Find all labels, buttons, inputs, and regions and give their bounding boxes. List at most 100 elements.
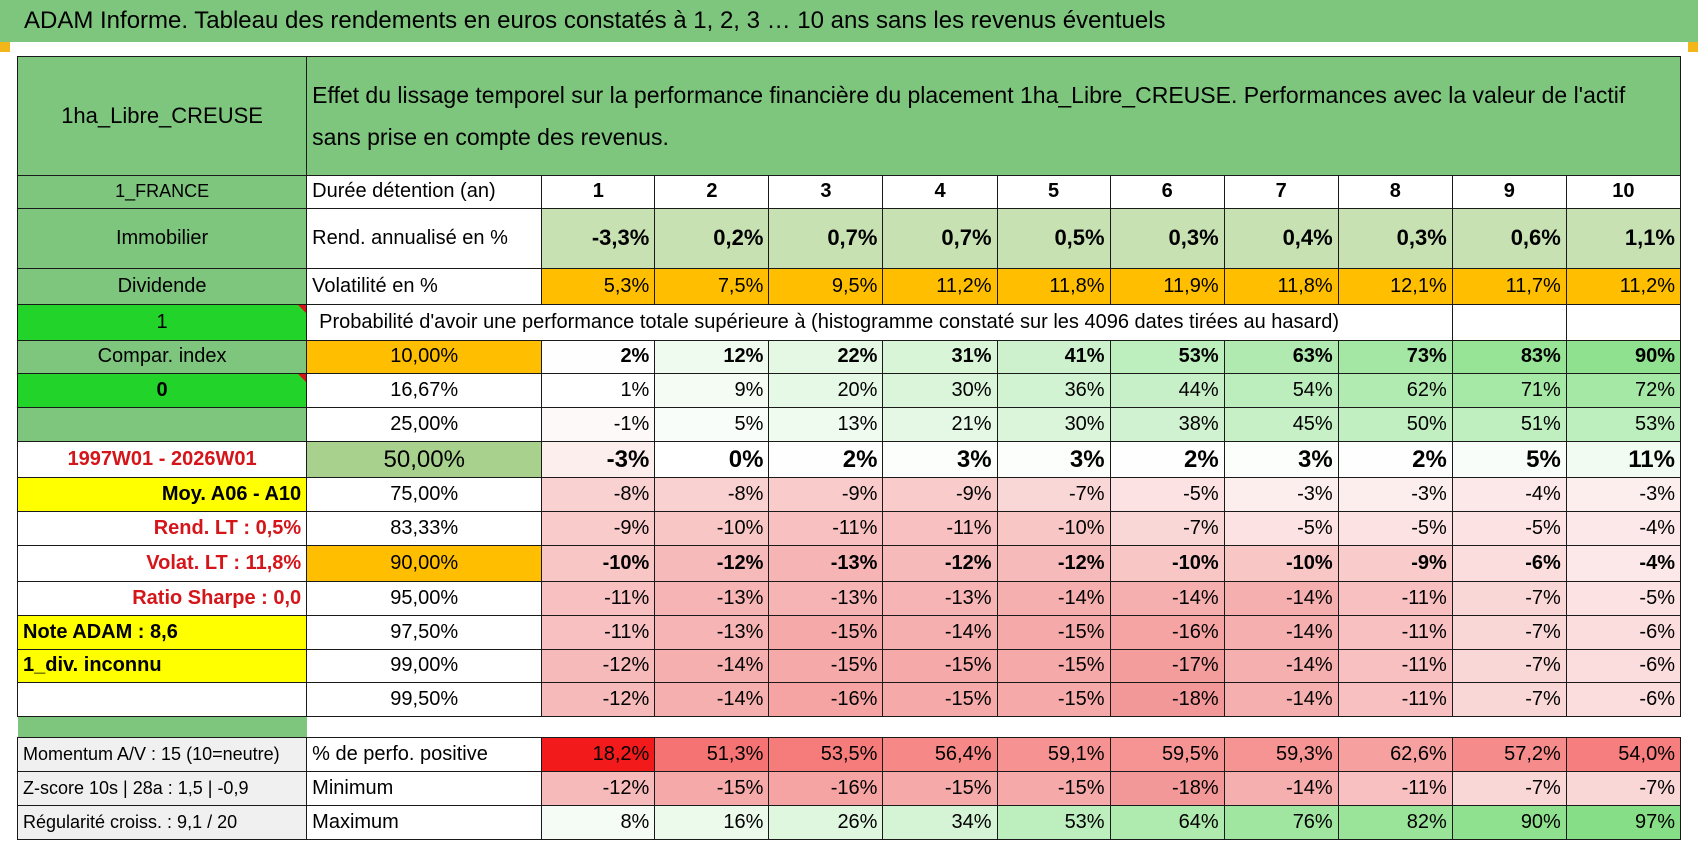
probability-value: -7% <box>1109 510 1225 546</box>
probability-value: -9% <box>882 477 998 512</box>
probability-value: 2% <box>1337 441 1453 479</box>
probability-value: -14% <box>1223 648 1339 684</box>
probability-value: -3% <box>1223 477 1339 512</box>
probability-value: 50% <box>1337 407 1453 443</box>
vol-value: 11,2% <box>1565 267 1682 305</box>
probability-value: -9% <box>541 510 656 546</box>
probability-value: -10% <box>541 544 656 582</box>
probability-value: -12% <box>882 544 998 582</box>
stat-value: 51,3% <box>654 737 770 773</box>
stat-value: 64% <box>1109 805 1225 840</box>
stat-value: -16% <box>768 771 884 807</box>
probability-value: -15% <box>996 648 1111 684</box>
year-header-5: 5 <box>996 174 1111 210</box>
stat-value: 57,2% <box>1451 737 1567 773</box>
probability-value: -9% <box>1337 544 1453 582</box>
probability-value: -11% <box>1337 580 1453 616</box>
rend-value: 0,3% <box>1337 208 1453 269</box>
year-header-3: 3 <box>768 174 884 210</box>
probability-value: 41% <box>996 339 1111 375</box>
probability-value: -12% <box>541 648 656 684</box>
type-label: Dividende <box>16 267 308 305</box>
rend-value: 1,1% <box>1565 208 1682 269</box>
probability-value: 5% <box>654 407 770 443</box>
vol-value: 11,7% <box>1451 267 1567 305</box>
probability-value: -15% <box>882 648 998 684</box>
year-header-10: 10 <box>1565 174 1682 210</box>
probability-value: -11% <box>541 580 656 616</box>
empty-green-cell <box>16 407 308 443</box>
stat-value: 59,1% <box>996 737 1111 773</box>
probability-value: 2% <box>768 441 884 479</box>
probability-value: 62% <box>1337 373 1453 409</box>
minimum-label: Minimum <box>306 771 543 807</box>
flag-0-cell: 0 <box>16 373 308 409</box>
flag-1-cell: 1 <box>16 303 308 341</box>
probability-value: -9% <box>768 477 884 512</box>
probability-value: -5% <box>1451 510 1567 546</box>
year-header-7: 7 <box>1223 174 1339 210</box>
volat-lt-label: Volat. LT : 11,8% <box>16 544 308 582</box>
vol-value: 11,2% <box>882 267 998 305</box>
probability-value: 72% <box>1565 373 1682 409</box>
percentile-label: 25,00% <box>306 407 543 443</box>
stat-value: 34% <box>882 805 998 840</box>
probability-value: 11% <box>1565 441 1682 479</box>
vol-label: Volatilité en % <box>306 267 543 305</box>
probability-value: -6% <box>1451 544 1567 582</box>
probability-value: -15% <box>996 614 1111 650</box>
positive-perf-label: % de perfo. positive <box>306 737 543 773</box>
stat-value: -14% <box>1223 771 1339 807</box>
probability-value: 0% <box>654 441 770 479</box>
probability-value: -12% <box>996 544 1111 582</box>
probability-value: 71% <box>1451 373 1567 409</box>
stat-value: -7% <box>1451 771 1567 807</box>
div-label: 1_div. inconnu <box>16 648 308 684</box>
probability-value: 9% <box>654 373 770 409</box>
probability-value: -3% <box>541 441 656 479</box>
probability-value: 53% <box>1109 339 1225 375</box>
probability-value: 51% <box>1451 407 1567 443</box>
probability-value: 53% <box>1565 407 1682 443</box>
probability-value: -10% <box>1109 544 1225 582</box>
probability-value: -14% <box>654 648 770 684</box>
probability-value: -11% <box>541 614 656 650</box>
stat-value: 18,2% <box>541 737 656 773</box>
percentile-label: 75,00% <box>306 477 543 512</box>
probability-value: -13% <box>768 580 884 616</box>
probability-value: -14% <box>1223 682 1339 718</box>
probability-value: -5% <box>1109 477 1225 512</box>
probability-value: 5% <box>1451 441 1567 479</box>
rend-value: 0,5% <box>996 208 1111 269</box>
stat-value: -11% <box>1337 771 1453 807</box>
probability-value: -11% <box>768 510 884 546</box>
probability-value: -13% <box>882 580 998 616</box>
probability-value: 2% <box>541 339 656 375</box>
probability-value: -15% <box>768 648 884 684</box>
percentile-label: 90,00% <box>306 544 543 582</box>
duree-label: Durée détention (an) <box>306 174 543 210</box>
year-header-4: 4 <box>882 174 998 210</box>
moy-label: Moy. A06 - A10 <box>16 477 308 512</box>
rend-label: Rend. annualisé en % <box>306 208 543 269</box>
compar-index-label: Compar. index <box>16 339 308 375</box>
stat-value: 90% <box>1451 805 1567 840</box>
probability-value: -7% <box>1451 648 1567 684</box>
report-title: ADAM Informe. Tableau des rendements en … <box>0 0 1698 42</box>
probability-value: -18% <box>1109 682 1225 718</box>
probability-value: -16% <box>1109 614 1225 650</box>
maximum-label: Maximum <box>306 805 543 840</box>
probability-value: -4% <box>1565 544 1682 582</box>
rend-value: 0,4% <box>1223 208 1339 269</box>
momentum-label: Momentum A/V : 15 (10=neutre) <box>16 737 308 773</box>
probability-value: -15% <box>996 682 1111 718</box>
probability-value: 36% <box>996 373 1111 409</box>
probability-value: 30% <box>996 407 1111 443</box>
probability-value: -6% <box>1565 614 1682 650</box>
probability-value: 63% <box>1223 339 1339 375</box>
probability-value: -17% <box>1109 648 1225 684</box>
year-header-2: 2 <box>654 174 770 210</box>
probability-value: 44% <box>1109 373 1225 409</box>
stat-value: -7% <box>1565 771 1682 807</box>
probability-value: 21% <box>882 407 998 443</box>
